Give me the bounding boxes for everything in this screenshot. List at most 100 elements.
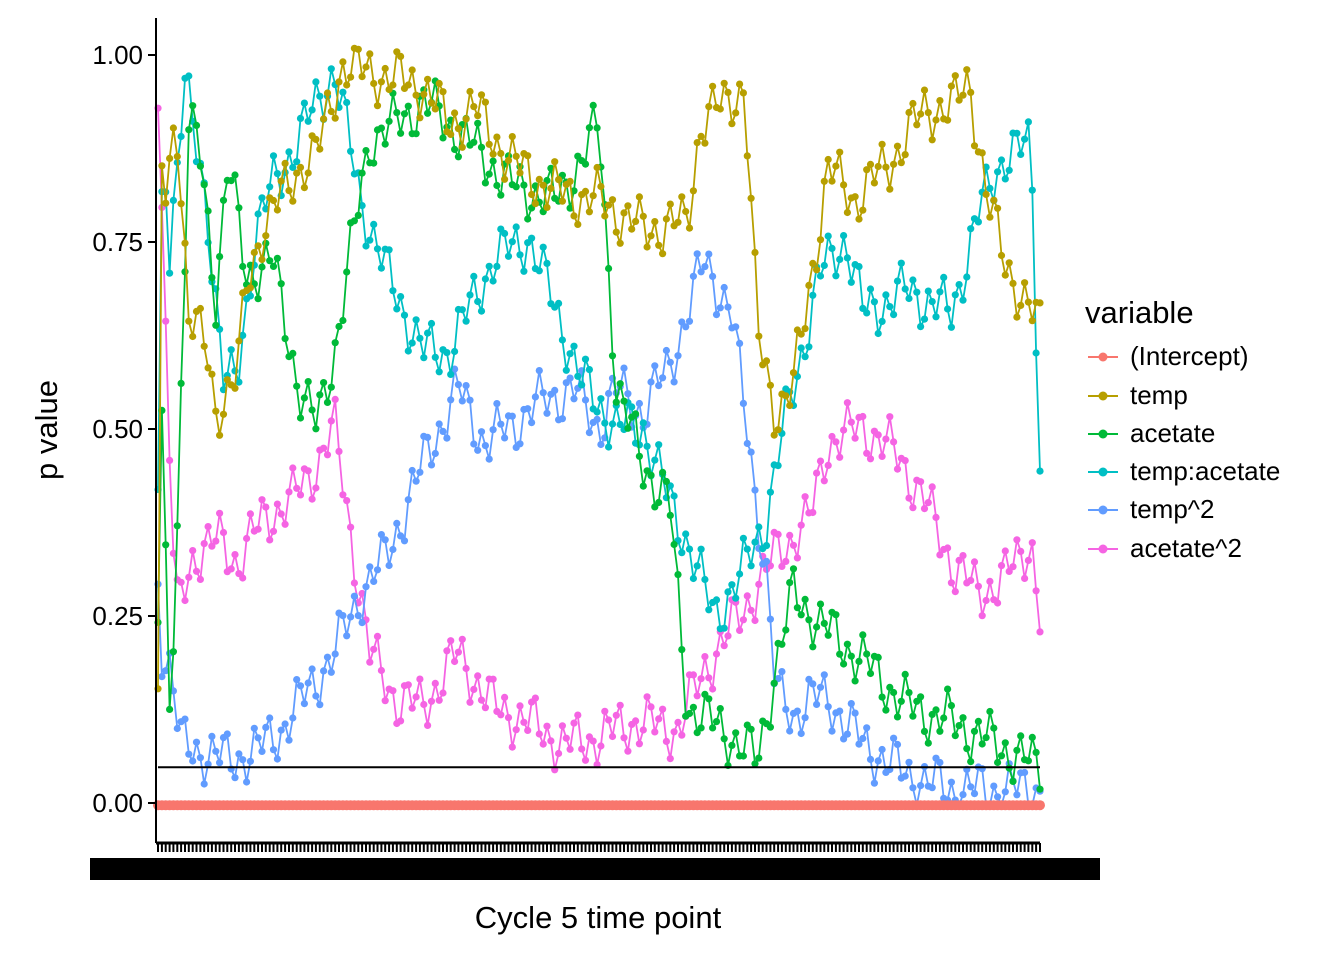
data-point (932, 513, 940, 522)
data-point (204, 207, 212, 215)
data-point (555, 749, 563, 758)
data-point (901, 670, 909, 679)
data-point (970, 142, 979, 150)
data-point (262, 723, 270, 732)
x-axis-ticks (90, 841, 1100, 880)
data-point (593, 408, 601, 416)
data-point (801, 353, 809, 361)
data-point (477, 696, 486, 704)
data-point (951, 732, 959, 740)
data-point (786, 531, 794, 540)
data-point (816, 600, 825, 608)
data-point (739, 616, 748, 624)
data-point (824, 155, 832, 164)
data-point (273, 254, 281, 262)
data-point (208, 370, 216, 378)
y-tick-label: 0.25 (92, 601, 143, 631)
data-point (1013, 746, 1021, 754)
data-point (331, 114, 339, 122)
data-point (997, 156, 1006, 164)
data-point (751, 538, 759, 546)
data-point (173, 724, 181, 733)
data-point (809, 508, 817, 517)
data-point (620, 209, 628, 217)
data-point (940, 273, 948, 281)
legend-title: variable (1085, 295, 1194, 330)
data-point (354, 45, 362, 53)
legend-key-point (1098, 544, 1108, 554)
data-point (620, 397, 628, 405)
data-point (181, 268, 189, 276)
data-point (585, 208, 594, 216)
data-point (312, 692, 320, 700)
data-point (751, 760, 759, 768)
data-point (851, 677, 859, 685)
legend-key-point (1098, 467, 1108, 477)
data-point (189, 547, 197, 555)
data-point (682, 530, 690, 538)
data-point (316, 92, 324, 100)
data-point (809, 643, 817, 651)
data-point (354, 612, 362, 620)
data-point (608, 352, 617, 360)
data-point (208, 732, 216, 741)
y-tick-4: 1.00 (92, 40, 156, 70)
data-point (289, 714, 297, 722)
data-point (659, 374, 667, 382)
data-point (320, 115, 328, 123)
data-point (312, 425, 320, 433)
data-point (736, 626, 744, 635)
data-point (393, 305, 401, 313)
data-point (905, 689, 913, 697)
legend-label-temp: temp (1130, 380, 1188, 410)
data-point (705, 674, 713, 682)
data-point (859, 631, 867, 639)
data-point (635, 193, 644, 201)
data-point (331, 395, 339, 403)
data-point (347, 147, 355, 155)
data-point (739, 534, 748, 542)
data-point (296, 682, 305, 690)
data-point (289, 464, 297, 472)
data-point (724, 88, 732, 96)
data-point (308, 495, 316, 503)
data-point (762, 542, 771, 550)
data-point (408, 339, 416, 347)
legend-label-acetate: acetate (1130, 418, 1215, 448)
data-point (951, 588, 959, 596)
data-point (716, 705, 724, 713)
data-point (955, 722, 963, 730)
data-point (820, 177, 828, 185)
data-point (397, 52, 405, 61)
data-point (662, 346, 671, 355)
data-point (689, 272, 698, 280)
data-point (674, 571, 682, 579)
data-point (709, 685, 717, 693)
data-point (589, 101, 597, 109)
data-point (585, 366, 594, 374)
data-point (528, 190, 536, 199)
data-point (412, 477, 420, 485)
data-point (878, 140, 886, 148)
data-point (1001, 175, 1009, 183)
data-point (709, 82, 717, 90)
data-point (840, 232, 848, 240)
data-point (840, 660, 848, 668)
data-point (447, 396, 455, 404)
data-point (824, 703, 832, 711)
data-point (920, 727, 929, 736)
data-point (239, 574, 247, 582)
data-point (840, 426, 848, 434)
data-point (705, 103, 713, 111)
data-point (555, 299, 563, 307)
data-point (181, 239, 189, 247)
data-point (732, 109, 740, 117)
legend-key-4 (1088, 505, 1118, 515)
data-point (990, 196, 998, 204)
data-point (412, 91, 420, 99)
data-point (185, 317, 193, 325)
data-point (766, 488, 775, 496)
data-point (697, 675, 705, 683)
data-point (277, 280, 285, 288)
data-point (393, 109, 401, 117)
